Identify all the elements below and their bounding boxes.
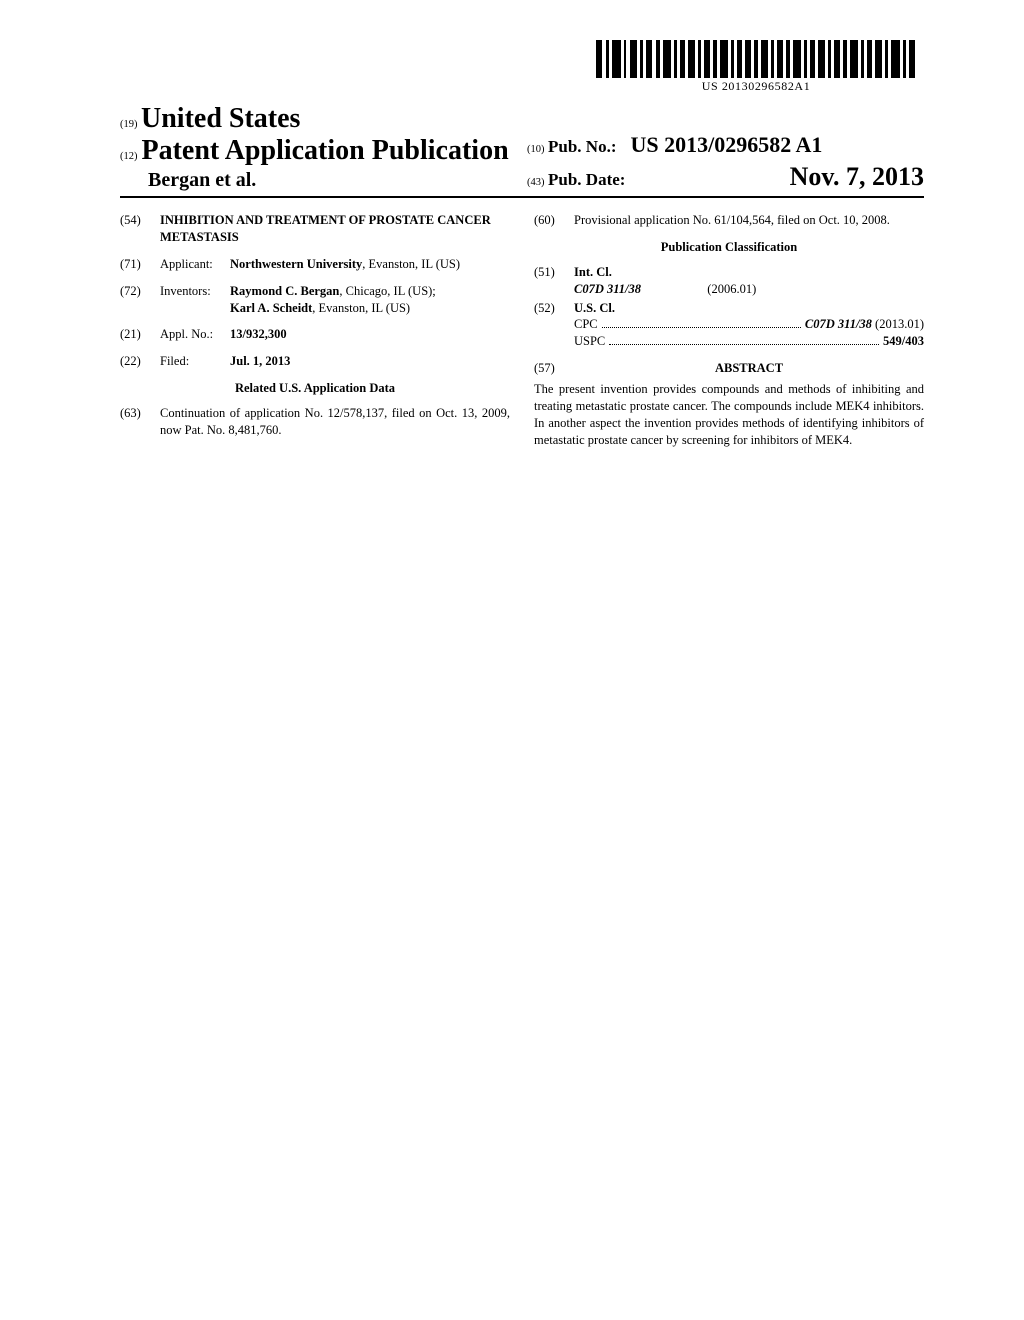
continuation-text: Continuation of application No. 12/578,1… xyxy=(160,405,510,439)
doc-type-line: (12) Patent Application Publication xyxy=(120,135,517,167)
classification-heading: Publication Classification xyxy=(534,239,924,256)
pubdate: Nov. 7, 2013 xyxy=(790,162,924,192)
code-52: (52) xyxy=(534,300,574,351)
inventor-1-rest: , Chicago, IL (US); xyxy=(339,284,435,298)
inventor-2-rest: , Evanston, IL (US) xyxy=(312,301,410,315)
applicant-label: Applicant: xyxy=(160,256,230,273)
applno-value: 13/932,300 xyxy=(230,326,510,343)
intcl-row: C07D 311/38 (2006.01) xyxy=(574,281,924,298)
abstract-block: (57) ABSTRACT The present invention prov… xyxy=(534,360,924,448)
country: United States xyxy=(141,103,300,134)
country-line: (19) United States xyxy=(120,103,517,135)
header-right: (10) Pub. No.: US 2013/0296582 A1 (43) P… xyxy=(517,132,924,192)
field-72: (72) Inventors: Raymond C. Bergan, Chica… xyxy=(120,283,510,317)
inventors-value: Raymond C. Bergan, Chicago, IL (US); Kar… xyxy=(230,283,510,317)
cpc-label: CPC xyxy=(574,316,598,333)
inventor-2: Karl A. Scheidt xyxy=(230,301,312,315)
code-51: (51) xyxy=(534,264,574,298)
inventors-label: Inventors: xyxy=(160,283,230,317)
code-21: (21) xyxy=(120,326,160,343)
applicant-value: Northwestern University, Evanston, IL (U… xyxy=(230,256,510,273)
field-60: (60) Provisional application No. 61/104,… xyxy=(534,212,924,229)
pubno-label: Pub. No.: xyxy=(548,137,616,156)
filed-label: Filed: xyxy=(160,353,230,370)
columns: (54) INHIBITION AND TREATMENT OF PROSTAT… xyxy=(120,212,924,449)
field-63: (63) Continuation of application No. 12/… xyxy=(120,405,510,439)
barcode-text: US 20130296582A1 xyxy=(596,79,916,94)
uspc-label: USPC xyxy=(574,333,605,350)
intcl-label: Int. Cl. xyxy=(574,264,924,281)
barcode-icon xyxy=(596,40,916,78)
authors: Bergan et al. xyxy=(120,169,517,192)
barcode: US 20130296582A1 xyxy=(596,40,916,94)
dotted-fill xyxy=(609,334,879,345)
code-19: (19) xyxy=(120,119,138,130)
code-54: (54) xyxy=(120,212,160,246)
applicant-name: Northwestern University xyxy=(230,257,362,271)
code-57: (57) xyxy=(534,360,574,377)
doc-type: Patent Application Publication xyxy=(142,135,509,166)
dotted-fill xyxy=(602,317,801,328)
uspc-value: 549/403 xyxy=(883,333,924,350)
field-71: (71) Applicant: Northwestern University,… xyxy=(120,256,510,273)
code-71: (71) xyxy=(120,256,160,273)
uspc-row: USPC 549/403 xyxy=(574,333,924,350)
left-column: (54) INHIBITION AND TREATMENT OF PROSTAT… xyxy=(120,212,510,449)
field-52: (52) U.S. Cl. CPC C07D 311/38 (2013.01) … xyxy=(534,300,924,351)
code-22: (22) xyxy=(120,353,160,370)
filed-value: Jul. 1, 2013 xyxy=(230,353,510,370)
abstract-header: (57) ABSTRACT xyxy=(534,360,924,377)
provisional-text: Provisional application No. 61/104,564, … xyxy=(574,212,924,229)
uscl-label: U.S. Cl. xyxy=(574,300,924,317)
cpc-year: (2013.01) xyxy=(875,316,924,333)
field-22: (22) Filed: Jul. 1, 2013 xyxy=(120,353,510,370)
code-43: (43) xyxy=(527,177,545,188)
pubdate-line: (43) Pub. Date: Nov. 7, 2013 xyxy=(527,162,924,192)
code-10: (10) xyxy=(527,144,545,155)
header-left: (19) United States (12) Patent Applicati… xyxy=(120,103,517,192)
abstract-text: The present invention provides compounds… xyxy=(534,381,924,449)
intcl-block: Int. Cl. C07D 311/38 (2006.01) xyxy=(574,264,924,298)
related-heading: Related U.S. Application Data xyxy=(120,380,510,397)
field-21: (21) Appl. No.: 13/932,300 xyxy=(120,326,510,343)
applno-label: Appl. No.: xyxy=(160,326,230,343)
field-54: (54) INHIBITION AND TREATMENT OF PROSTAT… xyxy=(120,212,510,246)
cpc-row: CPC C07D 311/38 (2013.01) xyxy=(574,316,924,333)
patent-page: US 20130296582A1 (19) United States (12)… xyxy=(0,0,1024,449)
code-63: (63) xyxy=(120,405,160,439)
applicant-rest: , Evanston, IL (US) xyxy=(362,257,460,271)
code-72: (72) xyxy=(120,283,160,317)
field-51: (51) Int. Cl. C07D 311/38 (2006.01) xyxy=(534,264,924,298)
barcode-region: US 20130296582A1 xyxy=(120,40,924,95)
pubdate-label: Pub. Date: xyxy=(548,170,625,190)
right-column: (60) Provisional application No. 61/104,… xyxy=(534,212,924,449)
pubno-line: (10) Pub. No.: US 2013/0296582 A1 xyxy=(527,132,924,158)
cpc-value: C07D 311/38 xyxy=(805,316,872,333)
uscl-block: U.S. Cl. CPC C07D 311/38 (2013.01) USPC … xyxy=(574,300,924,351)
intcl-code: C07D 311/38 xyxy=(574,282,641,296)
intcl-year: (2006.01) xyxy=(707,282,756,296)
abstract-heading: ABSTRACT xyxy=(574,360,924,377)
inventor-1: Raymond C. Bergan xyxy=(230,284,339,298)
code-60: (60) xyxy=(534,212,574,229)
title: INHIBITION AND TREATMENT OF PROSTATE CAN… xyxy=(160,212,510,246)
header-row: (19) United States (12) Patent Applicati… xyxy=(120,103,924,198)
code-12: (12) xyxy=(120,151,138,162)
pubno: US 2013/0296582 A1 xyxy=(630,132,822,157)
